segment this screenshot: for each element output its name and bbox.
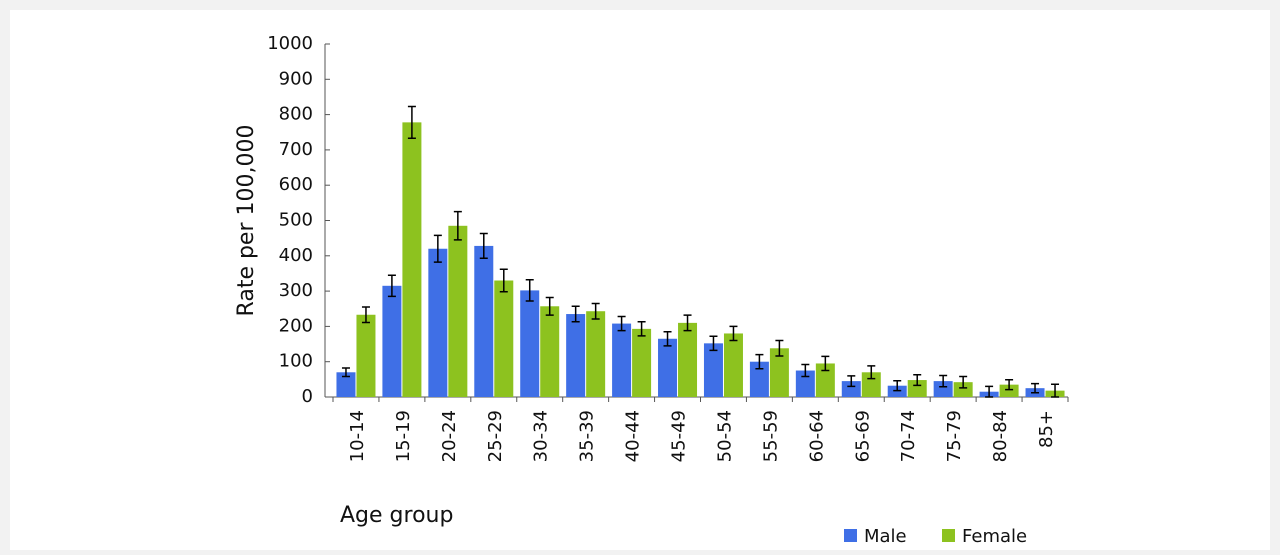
bar [382, 285, 402, 397]
error-bar [893, 380, 902, 392]
error-bar [729, 325, 738, 342]
legend-swatch [844, 529, 857, 542]
error-bar [663, 330, 672, 347]
error-bar [387, 274, 396, 298]
error-bar [591, 302, 600, 320]
error-bar [1031, 382, 1040, 394]
y-tick-label: 0 [302, 386, 313, 407]
panel [10, 10, 1270, 550]
bar [723, 333, 743, 397]
x-axis-title: Age group [340, 503, 453, 528]
bar [540, 306, 560, 397]
error-bar [959, 375, 968, 389]
x-tick-label: 35-39 [577, 410, 598, 462]
bar [612, 323, 632, 397]
x-tick-label: 20-24 [439, 410, 460, 462]
error-bar [683, 314, 692, 332]
y-axis-title: Rate per 100,000 [234, 125, 259, 317]
error-bar [571, 305, 580, 323]
y-tick-label: 500 [279, 210, 313, 231]
bar [632, 328, 652, 397]
error-bar [361, 306, 370, 324]
bar [586, 311, 606, 397]
error-bar [867, 365, 876, 380]
error-bar [985, 385, 994, 398]
y-tick-label: 300 [279, 280, 313, 301]
bar [336, 372, 356, 397]
bar [678, 322, 698, 397]
error-bar [709, 335, 718, 352]
x-tick-label: 70-74 [898, 410, 919, 462]
y-tick-label: 700 [279, 139, 313, 160]
y-tick-label: 900 [279, 68, 313, 89]
error-bar [801, 363, 810, 378]
bar [769, 348, 789, 397]
bar [907, 380, 927, 397]
error-bar [913, 374, 922, 387]
bar [520, 290, 540, 397]
error-bar [847, 375, 856, 388]
x-tick-label: 40-44 [623, 410, 644, 462]
x-tick-label: 55-59 [760, 410, 781, 462]
x-tick-label: 10-14 [347, 410, 368, 462]
legend-label: Male [864, 526, 907, 547]
bar [703, 343, 723, 397]
x-tick-label: 45-49 [669, 410, 690, 462]
x-tick-label: 60-64 [806, 410, 827, 462]
error-bar [637, 321, 646, 337]
error-bar [341, 367, 350, 378]
error-bar [617, 315, 626, 332]
bar [356, 314, 376, 397]
x-tick-label: 75-79 [944, 410, 965, 462]
x-tick-label: 15-19 [393, 410, 414, 462]
y-tick-label: 400 [279, 245, 313, 266]
bar [494, 280, 514, 397]
bar [566, 314, 586, 397]
error-bar [1005, 378, 1014, 391]
error-bar [499, 268, 508, 293]
error-bar [1051, 383, 1060, 398]
bar [428, 248, 448, 397]
y-tick-label: 800 [279, 104, 313, 125]
y-tick-label: 100 [279, 351, 313, 372]
x-tick-label: 65-69 [852, 410, 873, 462]
error-bar [545, 296, 554, 316]
legend-swatch [942, 529, 955, 542]
bar [815, 363, 835, 397]
bar [749, 361, 769, 397]
x-tick-label: 50-54 [714, 410, 735, 462]
y-tick-label: 600 [279, 174, 313, 195]
error-bar [755, 353, 764, 370]
bar [795, 370, 815, 397]
x-tick-label: 85+ [1036, 410, 1057, 448]
bar [474, 245, 494, 397]
error-bar [939, 374, 948, 388]
bar [933, 381, 953, 397]
bar [402, 122, 422, 397]
y-tick-label: 1000 [267, 33, 313, 54]
error-bar [433, 234, 442, 263]
error-bar [775, 339, 784, 357]
error-bar [525, 279, 534, 302]
error-bar [821, 355, 830, 372]
x-tick-label: 30-34 [531, 410, 552, 462]
x-tick-label: 80-84 [990, 410, 1011, 462]
bar [999, 384, 1019, 397]
legend-label: Female [962, 526, 1027, 547]
error-bar [407, 105, 416, 140]
bar [953, 382, 973, 397]
error-bar [453, 210, 462, 241]
y-tick-label: 200 [279, 315, 313, 336]
bar [658, 338, 678, 397]
bar [861, 372, 881, 397]
bar [448, 225, 468, 397]
bar [841, 381, 861, 397]
x-tick-label: 25-29 [485, 410, 506, 462]
error-bar [479, 232, 488, 260]
